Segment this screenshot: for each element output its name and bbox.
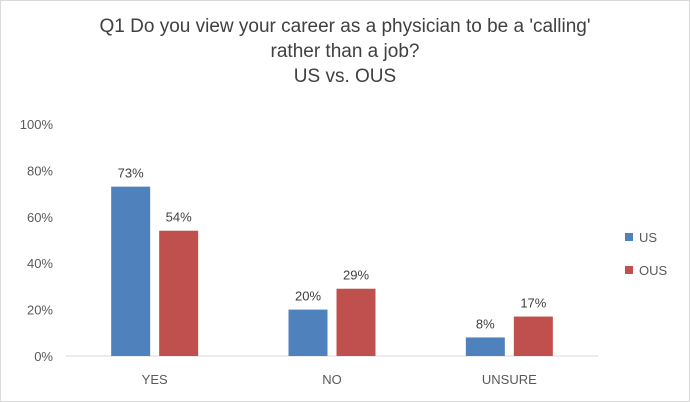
data-label: 8% (476, 316, 495, 331)
bar-us-yes (111, 186, 151, 356)
legend-label-ous: OUS (639, 263, 668, 278)
bar-ous-unsure (513, 316, 553, 356)
data-label: 20% (295, 289, 321, 304)
legend-swatch-ous (625, 266, 633, 274)
data-label: 17% (520, 296, 546, 311)
data-label: 29% (343, 268, 369, 283)
chart-title-line-2: rather than a job? (270, 41, 420, 62)
data-label: 73% (118, 166, 144, 181)
legend-label-us: US (639, 230, 657, 245)
x-category-label: NO (322, 372, 342, 387)
y-tick-label: 20% (27, 303, 53, 318)
bar-ous-yes (159, 230, 199, 356)
y-tick-label: 60% (27, 210, 53, 225)
x-category-label: YES (142, 372, 168, 387)
bar-ous-no (336, 288, 376, 356)
chart-title-line-3: US vs. OUS (293, 66, 397, 87)
y-tick-label: 0% (34, 349, 53, 364)
x-category-label: UNSURE (482, 372, 537, 387)
y-tick-label: 80% (27, 163, 53, 178)
y-tick-label: 100% (20, 117, 54, 132)
bar-us-no (288, 309, 328, 356)
chart-title: Q1 Do you view your career as a physicia… (0, 14, 690, 89)
legend-swatch-us (625, 233, 633, 241)
data-label: 54% (166, 210, 192, 225)
chart-title-line-1: Q1 Do you view your career as a physicia… (99, 16, 591, 37)
y-tick-label: 40% (27, 256, 53, 271)
bar-us-unsure (465, 337, 505, 356)
